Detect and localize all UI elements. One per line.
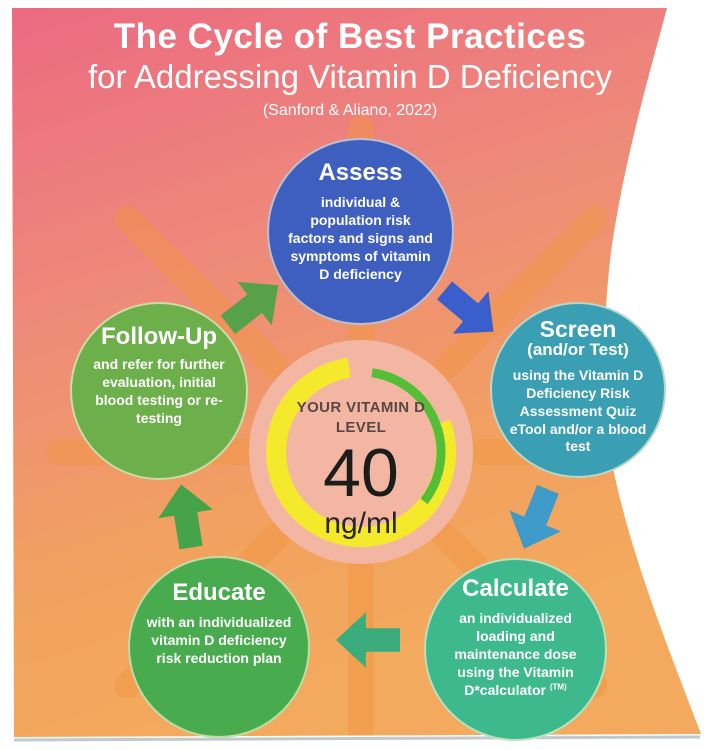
step-circle-assess: Assess individual & population risk fact… xyxy=(267,138,454,325)
vitamin-d-gauge: YOUR VITAMIN D LEVEL 40 ng/ml xyxy=(249,340,473,564)
page-subtitle: for Addressing Vitamin D Deficiency xyxy=(88,58,612,95)
arrow-assess-to-screen-icon xyxy=(426,269,511,353)
step-body-educate: with an individualized vitamin D deficie… xyxy=(146,614,292,666)
step-circle-screen: Screen (and/or Test) using the Vitamin D… xyxy=(490,302,666,478)
step-title-calculate: Calculate xyxy=(462,575,569,602)
step-title-educate: Educate xyxy=(172,579,266,606)
step-circle-followup: Follow-Up and refer for further evaluati… xyxy=(70,302,248,480)
page-title: The Cycle of Best Practices xyxy=(113,17,587,56)
step-title-screen: Screen xyxy=(539,316,617,342)
step-circle-calculate: Calculate an individualized loading and … xyxy=(424,558,607,741)
step-title-assess: Assess xyxy=(318,159,403,186)
step-title-followup: Follow-Up xyxy=(101,323,217,350)
step-body-screen: using the Vitamin D Deficiency Risk Asse… xyxy=(509,366,647,455)
step-subtitle-screen: (and/or Test) xyxy=(527,340,629,360)
gauge-green-arc xyxy=(371,368,446,505)
arrow-followup-to-assess-icon xyxy=(211,263,296,347)
trademark-mark: (TM) xyxy=(549,682,567,692)
gauge-unit: ng/ml xyxy=(324,507,398,540)
step-body-assess: individual & population risk factors and… xyxy=(288,194,433,282)
step-circle-educate: Educate with an individualized vitamin D… xyxy=(128,556,310,738)
step-body-calculate: an individualized loading and maintenanc… xyxy=(454,610,577,698)
gauge-rings xyxy=(249,340,473,564)
arrow-screen-to-calculate-icon xyxy=(498,479,574,559)
gauge-text: YOUR VITAMIN D LEVEL 40 ng/ml xyxy=(249,340,473,564)
header: The Cycle of Best Practices for Addressi… xyxy=(30,16,670,120)
arrow-calculate-to-educate-icon xyxy=(336,612,400,668)
gauge-value: 40 xyxy=(323,435,399,511)
bottom-shadow-line xyxy=(13,735,701,742)
citation: (Sanford & Aliano, 2022) xyxy=(262,101,438,119)
gauge-label: YOUR VITAMIN D LEVEL xyxy=(296,399,426,436)
step-body-followup: and refer for further evaluation, initia… xyxy=(93,356,225,426)
gauge-yellow-ring xyxy=(266,357,457,547)
arrow-educate-to-followup-icon xyxy=(153,480,218,552)
